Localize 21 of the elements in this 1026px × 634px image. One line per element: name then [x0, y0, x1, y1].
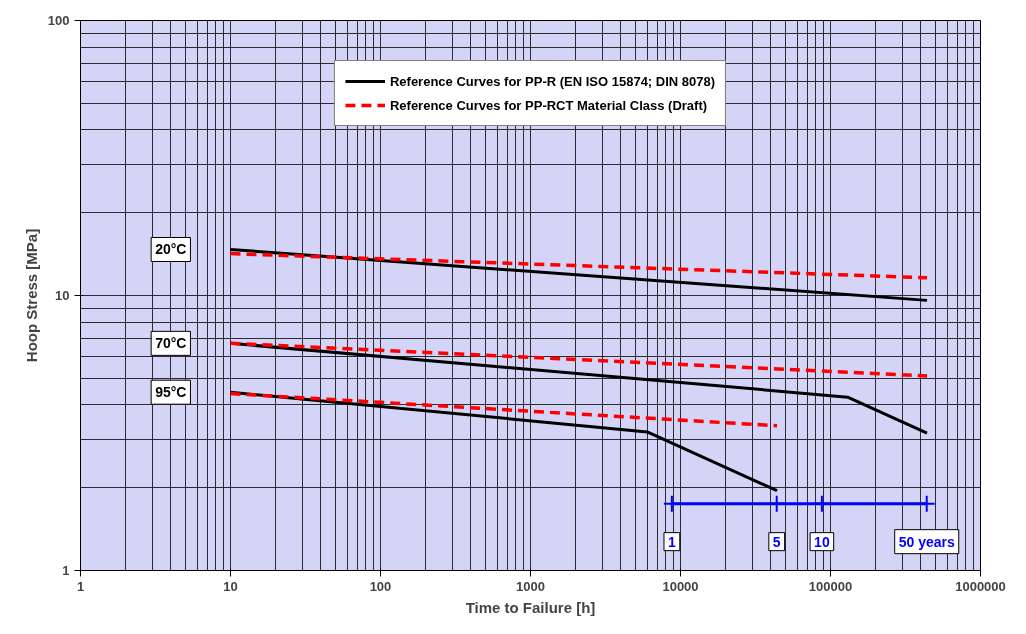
x-tick-label: 1 — [76, 578, 85, 594]
legend-label: Reference Curves for PP-RCT Material Class (Draft) — [389, 97, 708, 113]
x-tick-label: 10 — [223, 578, 238, 594]
annotation: 50 years — [898, 533, 955, 550]
annotation: 1 — [667, 533, 676, 550]
annotation: 10 — [814, 533, 830, 550]
y-tick-label: 10 — [55, 288, 70, 303]
y-tick-label: 100 — [47, 13, 70, 28]
x-tick-label: 100 — [369, 578, 392, 594]
annotation: 70°C — [155, 335, 187, 352]
x-tick-label: 1000000 — [955, 578, 1006, 594]
annotation: 5 — [772, 533, 781, 550]
x-axis-title: Time to Failure [h] — [465, 598, 596, 616]
y-tick-label: 1 — [62, 563, 70, 578]
legend-label: Reference Curves for PP-R (EN ISO 15874; DIN 8078) — [389, 73, 716, 89]
x-tick-label: 1000 — [516, 578, 545, 594]
y-axis-title: Hoop Stress [MPa] — [22, 228, 40, 363]
annotation: 95°C — [155, 384, 187, 401]
x-tick-label: 10000 — [662, 578, 699, 594]
x-tick-label: 100000 — [808, 578, 853, 594]
annotation: 20°C — [155, 241, 187, 258]
